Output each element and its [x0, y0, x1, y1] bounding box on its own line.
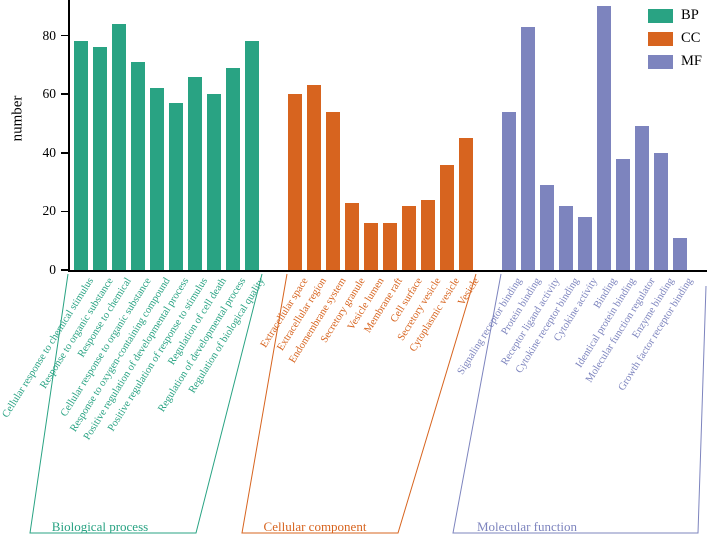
y-tick-label: 20 [42, 203, 57, 219]
bar [131, 61, 145, 270]
bar [673, 237, 687, 270]
group-label: Molecular function [477, 519, 577, 534]
y-tick [61, 34, 68, 37]
bar [578, 217, 592, 270]
legend-label: BP [681, 7, 699, 23]
bar [150, 88, 164, 270]
bar [326, 111, 340, 270]
legend-label: MF [681, 53, 702, 69]
legend-swatch [648, 54, 674, 69]
bar [364, 223, 378, 270]
bar [207, 94, 221, 270]
bar [521, 26, 535, 270]
legend-swatch [648, 8, 674, 23]
legend: BP CC MF [648, 8, 702, 69]
y-tick [61, 93, 68, 95]
y-tick-label: 60 [42, 86, 57, 102]
y-tick [61, 210, 68, 213]
legend-swatch [648, 31, 674, 46]
bar [635, 126, 649, 270]
bar [654, 152, 668, 270]
y-tick-label: 40 [42, 144, 57, 160]
bar [74, 41, 88, 270]
x-axis-line [68, 270, 707, 272]
bar [540, 185, 554, 270]
legend-item: BP [648, 8, 702, 23]
y-tick [61, 152, 68, 154]
bar [402, 205, 416, 270]
legend-item: MF [648, 54, 702, 69]
bar [502, 111, 516, 270]
bar [93, 47, 107, 270]
group-label: Biological process [51, 519, 149, 534]
bar [616, 158, 630, 270]
bar [188, 76, 202, 270]
bar [226, 67, 240, 270]
bar [459, 138, 473, 270]
y-tick-label: 0 [49, 262, 56, 277]
bar [112, 23, 126, 270]
y-tick [61, 269, 68, 271]
group-label: Cellular component [263, 519, 367, 534]
bar [169, 102, 183, 270]
legend-item: CC [648, 31, 702, 46]
bar [383, 223, 397, 270]
bar [345, 202, 359, 270]
y-tick-label: 80 [42, 27, 57, 43]
bar [597, 6, 611, 270]
y-axis-line [68, 0, 70, 271]
bar [440, 164, 454, 270]
bar [288, 94, 302, 270]
bar [421, 199, 435, 270]
legend-label: CC [681, 30, 701, 46]
bar [245, 41, 259, 270]
bar [559, 205, 573, 270]
bar [307, 85, 321, 270]
